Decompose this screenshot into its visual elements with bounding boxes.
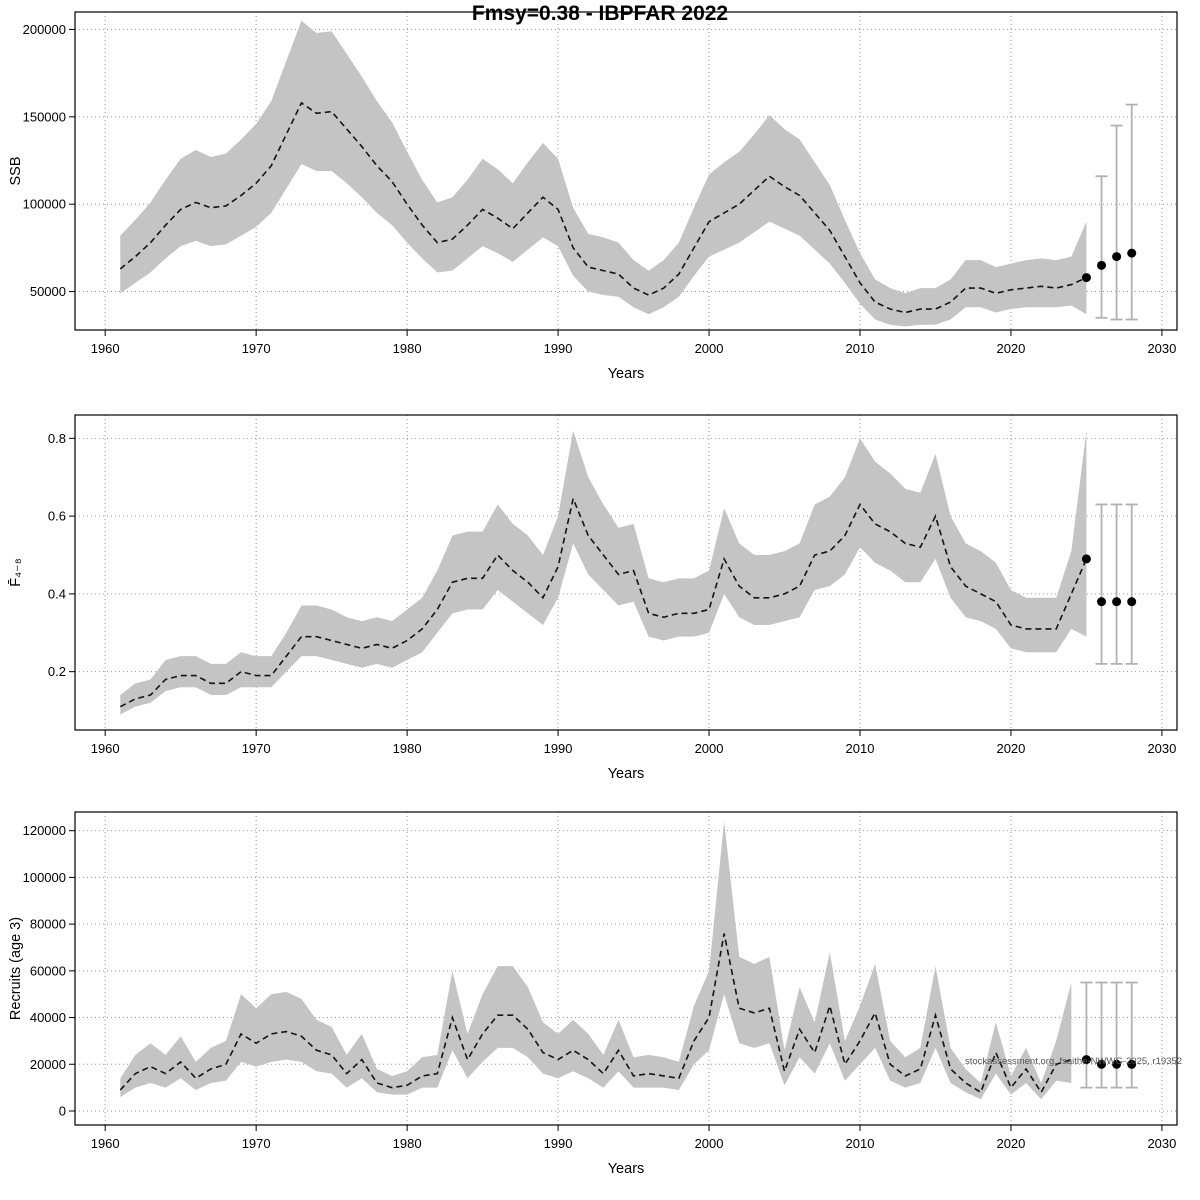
svg-text:0.6: 0.6 xyxy=(48,509,66,524)
svg-text:2000: 2000 xyxy=(695,741,724,756)
svg-text:120000: 120000 xyxy=(23,823,66,838)
svg-text:Years: Years xyxy=(608,1161,645,1177)
svg-text:2020: 2020 xyxy=(996,341,1025,356)
svg-text:50000: 50000 xyxy=(30,284,66,299)
svg-text:2000: 2000 xyxy=(695,1136,724,1151)
svg-text:200000: 200000 xyxy=(23,22,66,37)
svg-text:150000: 150000 xyxy=(23,109,66,124)
svg-text:2000: 2000 xyxy=(695,341,724,356)
watermark: stockassessment.org, fsaithe-NWWG-2025, … xyxy=(965,1056,1183,1067)
svg-text:1990: 1990 xyxy=(544,741,573,756)
svg-text:1960: 1960 xyxy=(91,341,120,356)
svg-text:2030: 2030 xyxy=(1147,341,1176,356)
svg-text:0.4: 0.4 xyxy=(48,586,66,601)
svg-text:100000: 100000 xyxy=(23,870,66,885)
ssb-panel: 1960 1970 1980 1990 2000 2010 2020 2030 50000 100… xyxy=(8,11,1178,382)
svg-text:SSB: SSB xyxy=(8,156,24,185)
svg-text:1980: 1980 xyxy=(393,341,422,356)
svg-text:100000: 100000 xyxy=(23,197,66,212)
svg-text:Years: Years xyxy=(608,366,645,382)
svg-text:2010: 2010 xyxy=(846,341,875,356)
svg-text:20000: 20000 xyxy=(30,1057,66,1072)
svg-text:1980: 1980 xyxy=(393,741,422,756)
svg-text:2010: 2010 xyxy=(846,1136,875,1151)
svg-text:F̄₄₋₈: F̄₄₋₈ xyxy=(8,558,24,586)
svg-text:2010: 2010 xyxy=(846,741,875,756)
svg-text:0.8: 0.8 xyxy=(48,431,66,446)
svg-text:60000: 60000 xyxy=(30,963,66,978)
svg-text:1990: 1990 xyxy=(544,1136,573,1151)
recruitment-panel: 1960 1970 1980 1990 2000 2010 2020 2030 0 20000 40… xyxy=(8,811,1178,1177)
svg-text:2030: 2030 xyxy=(1147,741,1176,756)
svg-text:80000: 80000 xyxy=(30,917,66,932)
svg-text:1960: 1960 xyxy=(91,741,120,756)
svg-text:2030: 2030 xyxy=(1147,1136,1176,1151)
svg-text:0.2: 0.2 xyxy=(48,664,66,679)
svg-text:1960: 1960 xyxy=(91,1136,120,1151)
svg-text:1970: 1970 xyxy=(242,341,271,356)
svg-text:2020: 2020 xyxy=(996,1136,1025,1151)
svg-text:1980: 1980 xyxy=(393,1136,422,1151)
svg-text:0: 0 xyxy=(59,1103,66,1118)
fbar-panel: 1960 1970 1980 1990 2000 2010 2020 2030 0.2 0.4 0.… xyxy=(8,414,1178,782)
svg-text:1970: 1970 xyxy=(242,741,271,756)
svg-text:2020: 2020 xyxy=(996,741,1025,756)
svg-text:Recruits (age 3): Recruits (age 3) xyxy=(8,917,24,1020)
svg-text:1990: 1990 xyxy=(544,341,573,356)
svg-text:40000: 40000 xyxy=(30,1010,66,1025)
svg-text:1970: 1970 xyxy=(242,1136,271,1151)
svg-text:Years: Years xyxy=(608,766,645,782)
